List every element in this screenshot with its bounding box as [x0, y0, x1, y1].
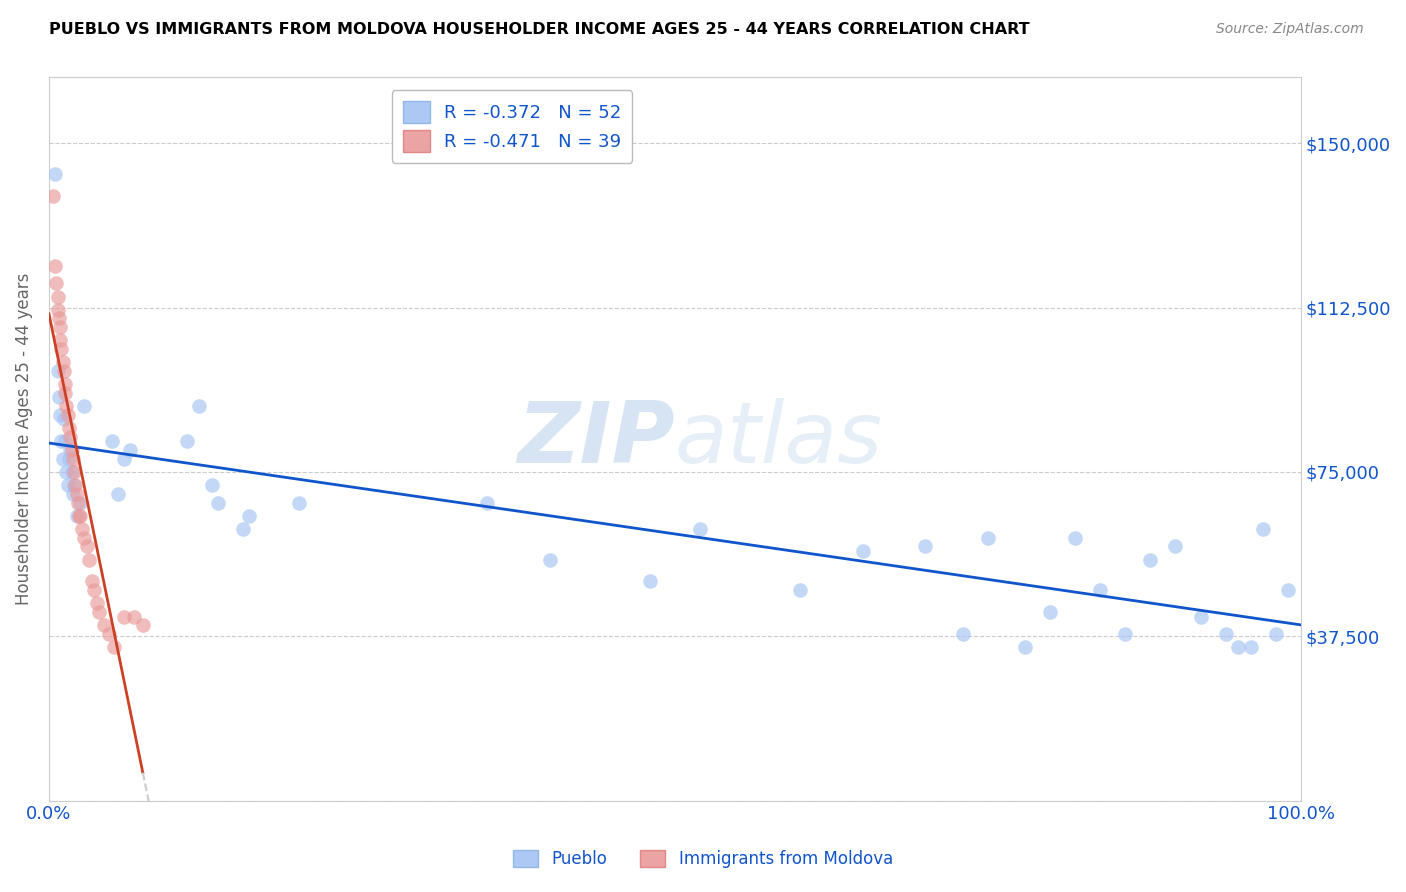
Point [69, 495, 91, 509]
Point [538, 552, 561, 566]
Point [44, 167, 66, 181]
Point [1090, 583, 1112, 598]
Point [49, 320, 72, 334]
Point [44, 259, 66, 273]
Point [53, 412, 76, 426]
Point [69, 508, 91, 523]
Point [62, 487, 84, 501]
Point [1264, 627, 1286, 641]
Point [1251, 522, 1274, 536]
Point [122, 609, 145, 624]
Point [49, 334, 72, 348]
Point [638, 574, 661, 589]
Legend: R = -0.372   N = 52, R = -0.471   N = 39: R = -0.372 N = 52, R = -0.471 N = 39 [392, 90, 633, 163]
Point [207, 495, 229, 509]
Point [60, 465, 83, 479]
Point [93, 618, 115, 632]
Point [120, 442, 142, 457]
Point [58, 451, 80, 466]
Point [51, 434, 73, 449]
Point [52, 451, 75, 466]
Point [107, 487, 129, 501]
Point [48, 391, 70, 405]
Point [42, 188, 65, 202]
Point [1064, 531, 1087, 545]
Point [232, 522, 254, 536]
Point [65, 487, 87, 501]
Point [1164, 540, 1187, 554]
Point [188, 399, 211, 413]
Point [53, 386, 76, 401]
Point [1215, 627, 1237, 641]
Point [1239, 640, 1261, 655]
Point [46, 302, 69, 317]
Point [977, 531, 1000, 545]
Point [100, 434, 122, 449]
Point [1227, 640, 1250, 655]
Point [851, 543, 873, 558]
Point [87, 605, 110, 619]
Point [46, 364, 69, 378]
Point [65, 478, 87, 492]
Point [132, 618, 155, 632]
Point [66, 495, 89, 509]
Point [1039, 605, 1062, 619]
Point [45, 277, 67, 291]
Point [52, 355, 75, 369]
Point [475, 495, 498, 509]
Point [176, 434, 198, 449]
Point [112, 609, 135, 624]
Point [60, 442, 83, 457]
Point [65, 508, 87, 523]
Point [59, 442, 82, 457]
Point [51, 342, 73, 356]
Point [48, 311, 70, 326]
Point [83, 583, 105, 598]
Point [73, 531, 96, 545]
Point [59, 430, 82, 444]
Point [201, 478, 224, 492]
Point [689, 522, 711, 536]
Legend: Pueblo, Immigrants from Moldova: Pueblo, Immigrants from Moldova [506, 843, 900, 875]
Point [55, 465, 77, 479]
Point [1277, 583, 1299, 598]
Point [789, 583, 811, 598]
Text: PUEBLO VS IMMIGRANTS FROM MOLDOVA HOUSEHOLDER INCOME AGES 25 - 44 YEARS CORRELAT: PUEBLO VS IMMIGRANTS FROM MOLDOVA HOUSEH… [49, 22, 1029, 37]
Point [58, 421, 80, 435]
Point [55, 399, 77, 413]
Point [63, 478, 86, 492]
Point [56, 478, 79, 492]
Text: ZIP: ZIP [517, 398, 675, 481]
Point [73, 399, 96, 413]
Point [77, 552, 100, 566]
Text: atlas: atlas [675, 398, 883, 481]
Point [49, 408, 72, 422]
Point [112, 451, 135, 466]
Point [914, 540, 936, 554]
Point [63, 465, 86, 479]
Point [62, 451, 84, 466]
Point [1139, 552, 1161, 566]
Point [98, 627, 121, 641]
Point [238, 508, 260, 523]
Point [1189, 609, 1212, 624]
Point [56, 408, 79, 422]
Point [952, 627, 974, 641]
Point [67, 508, 90, 523]
Point [288, 495, 311, 509]
Point [80, 574, 103, 589]
Point [53, 364, 76, 378]
Point [53, 434, 76, 449]
Text: Source: ZipAtlas.com: Source: ZipAtlas.com [1216, 22, 1364, 37]
Point [1114, 627, 1136, 641]
Point [76, 540, 98, 554]
Point [70, 522, 93, 536]
Point [53, 377, 76, 392]
Point [46, 289, 69, 303]
Point [86, 596, 108, 610]
Point [103, 640, 125, 655]
Y-axis label: Householder Income Ages 25 - 44 years: Householder Income Ages 25 - 44 years [15, 273, 32, 605]
Point [1014, 640, 1036, 655]
